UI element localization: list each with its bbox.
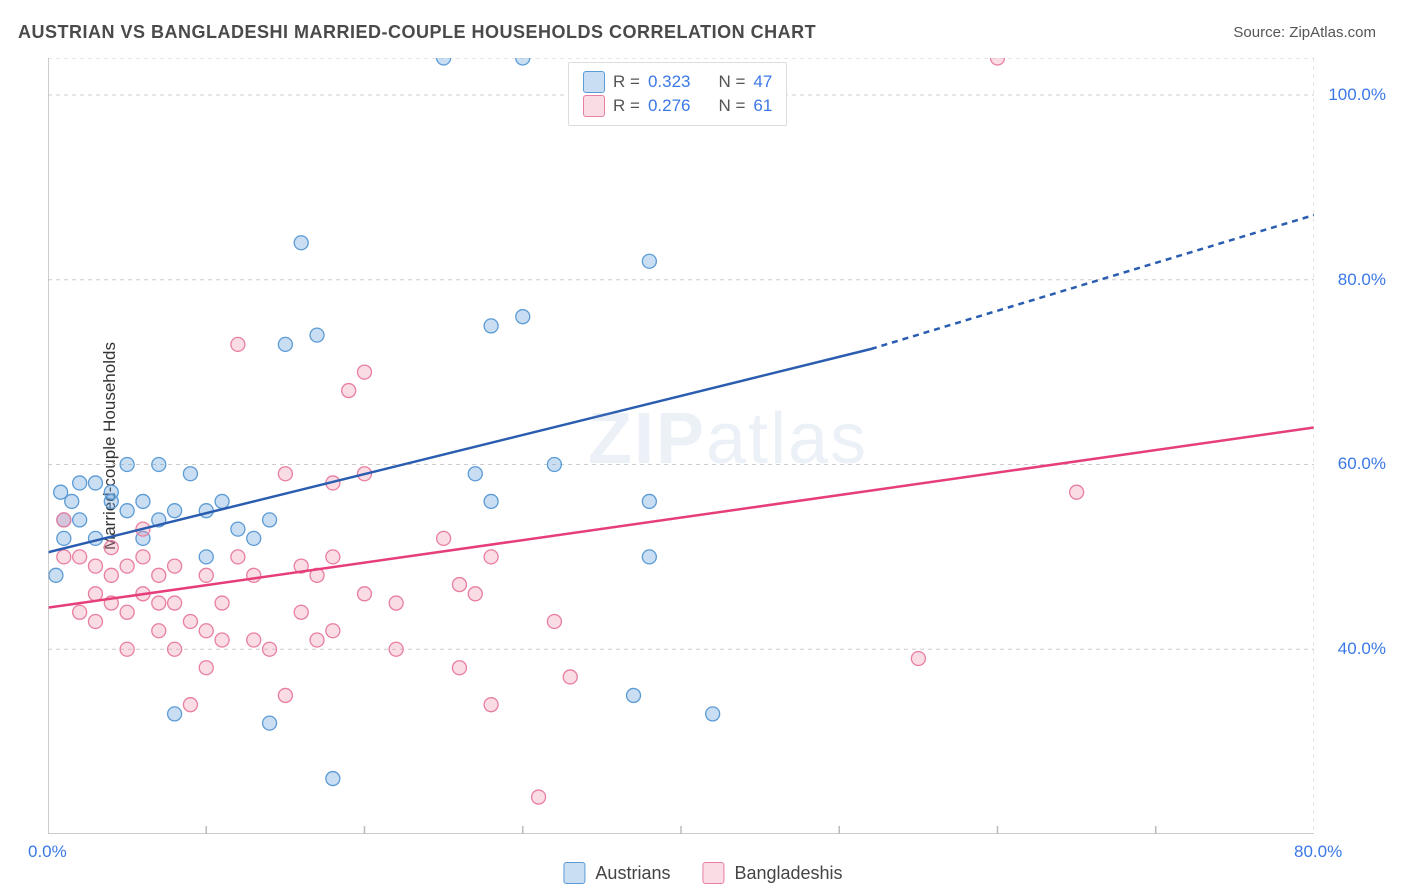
swatch-bangladeshis bbox=[583, 95, 605, 117]
plot-area: ZIPatlas R = 0.323 N = 47 R = 0.276 N = … bbox=[48, 58, 1314, 834]
correlation-legend: R = 0.323 N = 47 R = 0.276 N = 61 bbox=[568, 62, 787, 126]
y-tick-label: 100.0% bbox=[1328, 85, 1386, 105]
legend-item-bangladeshis: Bangladeshis bbox=[702, 862, 842, 884]
r-value-austrians: 0.323 bbox=[648, 72, 691, 92]
scatter-plot-svg bbox=[48, 58, 1314, 834]
data-points bbox=[49, 58, 1084, 804]
swatch-bangladeshis bbox=[702, 862, 724, 884]
trend-lines bbox=[48, 215, 1314, 608]
n-value-austrians: 47 bbox=[753, 72, 772, 92]
n-value-bangladeshis: 61 bbox=[753, 96, 772, 116]
r-label: R = bbox=[613, 72, 640, 92]
legend-row-austrians: R = 0.323 N = 47 bbox=[583, 71, 772, 93]
r-value-bangladeshis: 0.276 bbox=[648, 96, 691, 116]
axes bbox=[48, 58, 1314, 834]
series-legend: Austrians Bangladeshis bbox=[563, 862, 842, 884]
x-tick-label: 80.0% bbox=[1294, 842, 1342, 862]
y-tick-label: 40.0% bbox=[1338, 639, 1386, 659]
source-label: Source: ZipAtlas.com bbox=[1233, 24, 1376, 41]
n-label: N = bbox=[718, 72, 745, 92]
legend-label-austrians: Austrians bbox=[595, 863, 670, 884]
y-tick-label: 60.0% bbox=[1338, 454, 1386, 474]
x-tick-label: 0.0% bbox=[28, 842, 67, 862]
swatch-austrians bbox=[563, 862, 585, 884]
swatch-austrians bbox=[583, 71, 605, 93]
r-label: R = bbox=[613, 96, 640, 116]
legend-item-austrians: Austrians bbox=[563, 862, 670, 884]
chart-title: AUSTRIAN VS BANGLADESHI MARRIED-COUPLE H… bbox=[18, 22, 816, 43]
legend-label-bangladeshis: Bangladeshis bbox=[734, 863, 842, 884]
chart-container: AUSTRIAN VS BANGLADESHI MARRIED-COUPLE H… bbox=[0, 0, 1406, 892]
legend-row-bangladeshis: R = 0.276 N = 61 bbox=[583, 95, 772, 117]
y-tick-label: 80.0% bbox=[1338, 270, 1386, 290]
n-label: N = bbox=[718, 96, 745, 116]
source-prefix: Source: bbox=[1233, 24, 1289, 41]
source-name: ZipAtlas.com bbox=[1289, 24, 1376, 41]
